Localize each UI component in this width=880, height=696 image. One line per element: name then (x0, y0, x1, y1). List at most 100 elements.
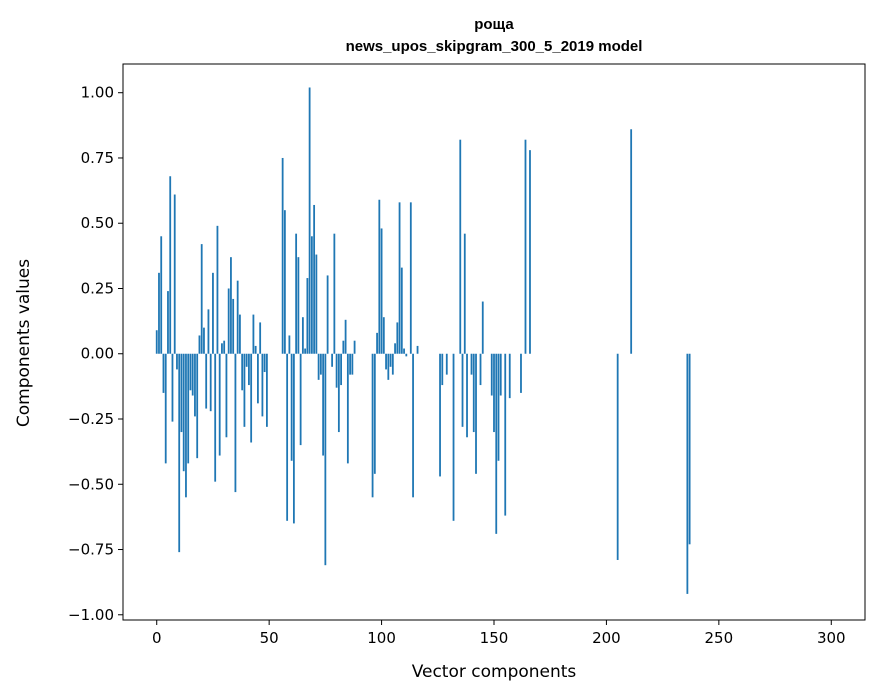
bar (319, 353, 322, 375)
bar (351, 353, 354, 375)
bar (371, 353, 374, 498)
bar (382, 317, 385, 354)
bar (185, 353, 187, 498)
bar (182, 353, 185, 472)
y-tick-label: −0.75 (68, 541, 114, 559)
bar (391, 353, 394, 375)
bar (281, 157, 284, 354)
bar (520, 353, 522, 393)
bar (214, 353, 217, 482)
bar (479, 353, 482, 386)
bar (198, 335, 201, 354)
bar (616, 353, 619, 560)
bar (315, 254, 318, 354)
bar (301, 317, 304, 354)
bar (470, 353, 473, 375)
x-tick-label: 250 (705, 629, 734, 647)
x-axis: 0 50 100 150 200 250 300 (152, 620, 846, 647)
bar (239, 314, 241, 354)
y-axis-label: Components values (14, 259, 34, 427)
bar (461, 353, 464, 427)
bar (495, 353, 498, 534)
bar (508, 353, 511, 399)
y-tick-label: 0.50 (81, 214, 114, 232)
bar (387, 353, 390, 380)
bar (416, 345, 419, 354)
y-axis: −1.00 −0.75 −0.50 −0.25 0.00 0.25 0.50 0.75 1.00 (68, 84, 123, 624)
bar (344, 319, 347, 354)
bar (236, 280, 239, 354)
bar (254, 345, 257, 354)
bar (403, 348, 405, 354)
bar (441, 353, 444, 386)
bar (324, 353, 327, 566)
bar (335, 353, 338, 388)
y-tick-label: 0.00 (81, 345, 114, 363)
bar (292, 353, 295, 524)
bar (261, 353, 264, 417)
bar (176, 353, 178, 370)
bar (304, 348, 307, 354)
bar (178, 353, 181, 553)
bar (299, 353, 302, 446)
x-tick-label: 150 (480, 629, 509, 647)
y-tick-label: −0.50 (68, 475, 114, 493)
bar (189, 353, 192, 391)
bar (472, 353, 475, 433)
bar (376, 332, 378, 354)
bar (223, 340, 226, 354)
bar (290, 353, 293, 461)
bar (504, 353, 507, 516)
bar (497, 353, 500, 461)
bar (221, 343, 223, 354)
bar (493, 353, 495, 433)
bar (337, 353, 340, 433)
bar (241, 353, 244, 391)
bar (155, 330, 158, 354)
bar (346, 353, 349, 464)
bar (230, 257, 232, 354)
bar (169, 176, 172, 354)
bar (227, 288, 230, 354)
x-tick-label: 0 (152, 629, 162, 647)
bar (349, 353, 351, 375)
x-axis-label: Vector components (412, 662, 577, 682)
bar (340, 353, 342, 386)
bar (245, 353, 248, 367)
bar (317, 353, 320, 380)
bar (380, 228, 383, 354)
bar (164, 353, 167, 464)
bar (286, 353, 289, 521)
bar (297, 257, 300, 354)
bar (250, 353, 253, 443)
bar (310, 236, 313, 354)
bar (162, 353, 165, 393)
bar (232, 298, 235, 354)
bar (266, 353, 268, 427)
bar (207, 309, 210, 354)
bar (263, 353, 266, 373)
bar (171, 353, 174, 422)
y-tick-label: −0.25 (68, 410, 114, 428)
bar (205, 353, 208, 409)
bar (342, 340, 345, 354)
y-tick-label: −1.00 (68, 606, 114, 624)
x-tick-label: 300 (817, 629, 846, 647)
bar (308, 87, 311, 354)
bar (499, 353, 502, 396)
y-tick-label: 1.00 (81, 84, 114, 102)
bar (396, 322, 399, 354)
bar (439, 353, 441, 477)
bar (373, 353, 376, 474)
bar (322, 353, 325, 456)
bar (191, 353, 194, 396)
y-tick-label: 0.25 (81, 279, 114, 297)
bar (306, 278, 309, 354)
bar (378, 199, 381, 354)
bar (216, 225, 219, 354)
x-tick-label: 200 (592, 629, 621, 647)
bar (160, 236, 163, 354)
bar (203, 327, 205, 354)
bar (466, 353, 468, 438)
